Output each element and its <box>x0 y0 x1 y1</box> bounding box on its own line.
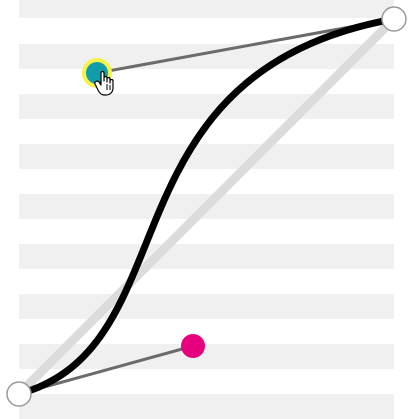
grid-stripe <box>19 294 394 319</box>
grid-stripe <box>19 94 394 119</box>
linear-baseline <box>14 14 399 399</box>
curve-start-point <box>6 381 32 407</box>
grid-stripe <box>19 244 394 269</box>
grid-stripe <box>19 0 394 18</box>
bezier-curve <box>15 15 398 398</box>
control-point-p2-handle[interactable] <box>181 334 205 358</box>
grid-stripe <box>19 394 394 419</box>
grid-stripe <box>19 44 394 69</box>
curve-end-point <box>381 6 407 32</box>
hand-pointer-icon <box>94 70 114 96</box>
grid-stripe <box>19 144 394 169</box>
